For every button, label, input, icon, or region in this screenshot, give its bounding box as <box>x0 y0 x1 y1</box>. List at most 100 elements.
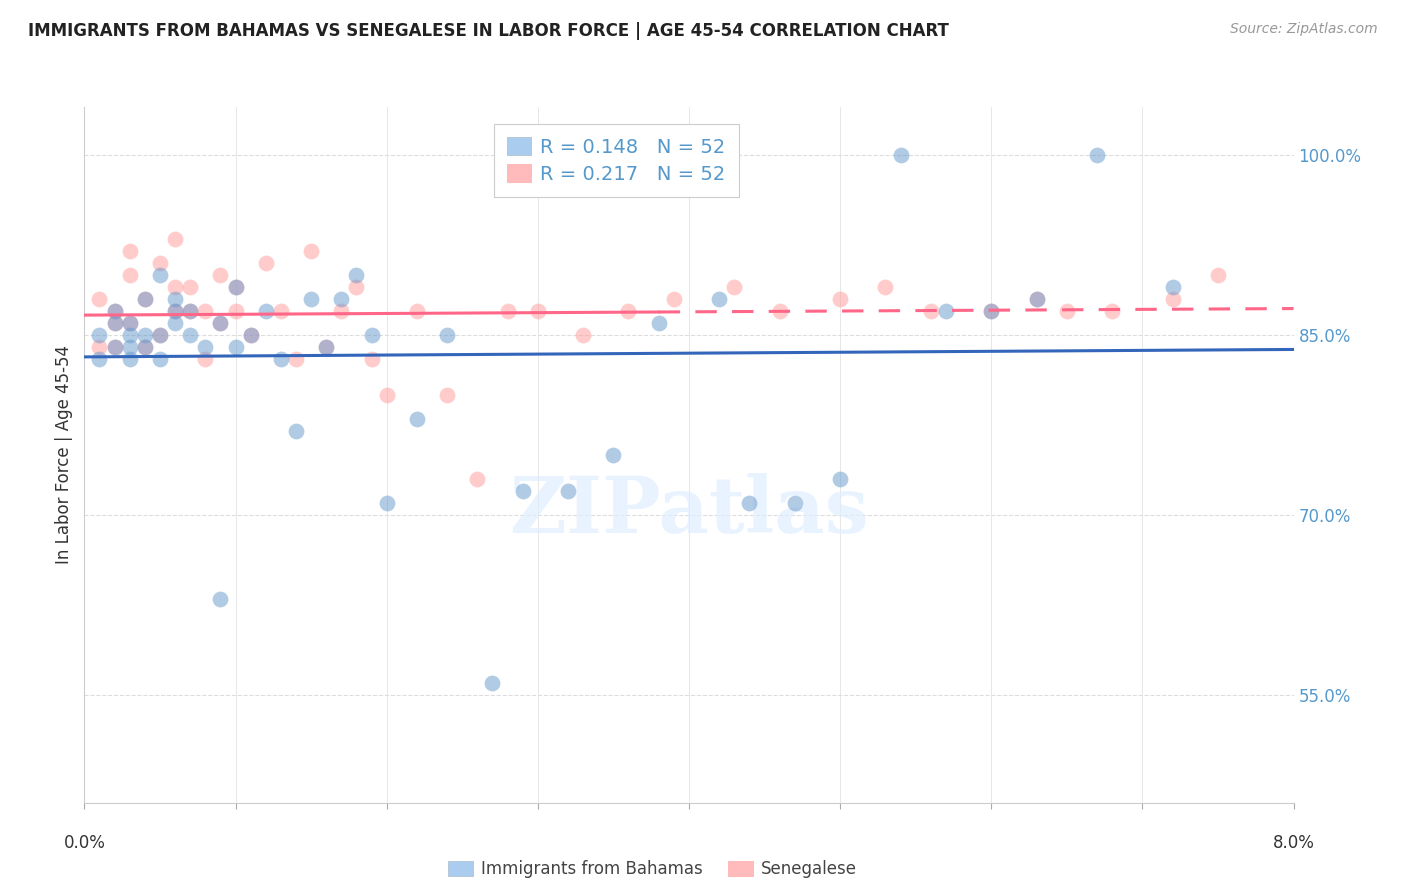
Point <box>118 328 141 343</box>
Point <box>134 292 156 306</box>
Point <box>662 292 685 306</box>
Point <box>980 304 1002 318</box>
Point <box>1025 292 1047 306</box>
Point <box>225 280 247 294</box>
Point <box>134 340 156 354</box>
Point <box>225 280 247 294</box>
Point <box>648 316 671 330</box>
Point <box>481 676 503 690</box>
Point <box>602 448 624 462</box>
Point <box>299 292 322 306</box>
Point <box>118 316 141 330</box>
Point <box>165 316 187 330</box>
Point <box>118 351 141 366</box>
Point <box>572 328 595 343</box>
Point <box>346 268 368 282</box>
Point <box>149 328 172 343</box>
Point <box>104 316 127 330</box>
Point <box>254 256 277 270</box>
Point <box>225 340 247 354</box>
Point <box>134 328 156 343</box>
Point <box>315 340 337 354</box>
Point <box>165 304 187 318</box>
Text: 0.0%: 0.0% <box>63 834 105 852</box>
Text: IMMIGRANTS FROM BAHAMAS VS SENEGALESE IN LABOR FORCE | AGE 45-54 CORRELATION CHA: IMMIGRANTS FROM BAHAMAS VS SENEGALESE IN… <box>28 22 949 40</box>
Point <box>723 280 745 294</box>
Point <box>209 591 232 606</box>
Point <box>406 412 429 426</box>
Point <box>179 328 201 343</box>
Point <box>104 340 127 354</box>
Point <box>709 292 731 306</box>
Point <box>1025 292 1047 306</box>
Point <box>375 388 398 402</box>
Point <box>104 304 127 318</box>
Point <box>346 280 368 294</box>
Point <box>149 256 172 270</box>
Point <box>239 328 262 343</box>
Point <box>209 316 232 330</box>
Point <box>239 328 262 343</box>
Point <box>830 292 852 306</box>
Point <box>935 304 957 318</box>
Point <box>557 483 579 498</box>
Point <box>89 292 111 306</box>
Point <box>104 304 127 318</box>
Point <box>1206 268 1229 282</box>
Point <box>179 304 201 318</box>
Point <box>467 472 489 486</box>
Point <box>617 304 640 318</box>
Point <box>194 340 217 354</box>
Point <box>254 304 277 318</box>
Point <box>980 304 1002 318</box>
Point <box>285 351 308 366</box>
Point <box>1056 304 1078 318</box>
Point <box>179 304 201 318</box>
Point <box>436 328 458 343</box>
Point <box>875 280 897 294</box>
Point <box>134 292 156 306</box>
Point <box>104 340 127 354</box>
Point <box>165 280 187 294</box>
Point <box>920 304 942 318</box>
Point <box>179 280 201 294</box>
Point <box>194 304 217 318</box>
Point <box>406 304 429 318</box>
Point <box>165 292 187 306</box>
Y-axis label: In Labor Force | Age 45-54: In Labor Force | Age 45-54 <box>55 345 73 565</box>
Point <box>270 304 292 318</box>
Point <box>134 340 156 354</box>
Point <box>165 304 187 318</box>
Point <box>527 304 550 318</box>
Point <box>299 244 322 258</box>
Point <box>104 316 127 330</box>
Point <box>89 328 111 343</box>
Point <box>89 340 111 354</box>
Point <box>496 304 519 318</box>
Point <box>118 268 141 282</box>
Point <box>769 304 792 318</box>
Point <box>194 351 217 366</box>
Point <box>1101 304 1123 318</box>
Point <box>375 496 398 510</box>
Point <box>89 351 111 366</box>
Point <box>330 292 353 306</box>
Point <box>890 148 912 162</box>
Point <box>315 340 337 354</box>
Text: Source: ZipAtlas.com: Source: ZipAtlas.com <box>1230 22 1378 37</box>
Point <box>225 304 247 318</box>
Point <box>330 304 353 318</box>
Point <box>209 268 232 282</box>
Text: 8.0%: 8.0% <box>1272 834 1315 852</box>
Point <box>783 496 806 510</box>
Point <box>118 244 141 258</box>
Point <box>149 351 172 366</box>
Point <box>1085 148 1108 162</box>
Point <box>165 232 187 246</box>
Text: ZIPatlas: ZIPatlas <box>509 473 869 549</box>
Point <box>738 496 761 510</box>
Point <box>270 351 292 366</box>
Point <box>512 483 534 498</box>
Point <box>436 388 458 402</box>
Point <box>149 328 172 343</box>
